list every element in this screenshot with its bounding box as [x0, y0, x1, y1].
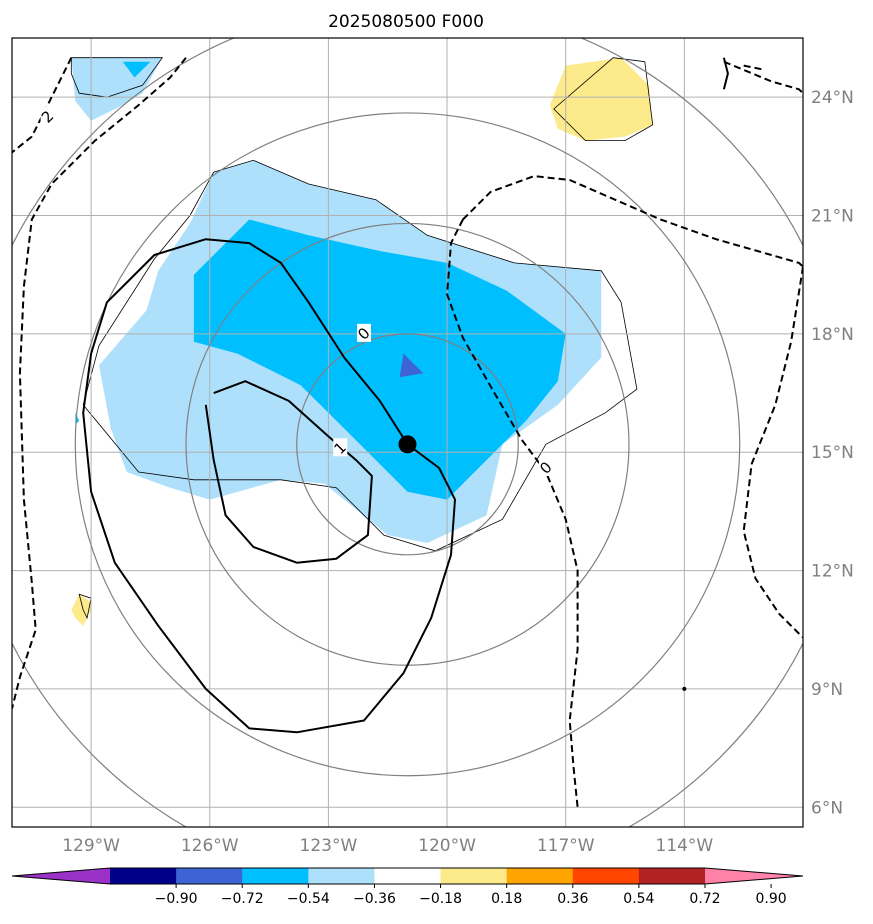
range-ring-2: [74, 112, 741, 777]
colorbar-segment-0: [110, 868, 177, 884]
colorbar-label-8: 0.72: [689, 891, 720, 907]
storm-center-marker: [398, 435, 417, 454]
y-tick-label-4: 18°N: [811, 325, 854, 345]
colorbar-extend-high: [705, 868, 803, 884]
outline-3: [78, 593, 92, 620]
dashed-contour-1: [462, 175, 803, 268]
y-tick-label-1: 9°N: [811, 680, 843, 700]
fill-region-7: [71, 594, 92, 626]
dashed-contour-label-bg-3: [40, 106, 55, 125]
x-tick-labels: 129°W 126°W 123°W 120°W 117°W 114°W: [62, 836, 713, 856]
y-tick-label-5: 21°N: [811, 207, 854, 227]
y-tick-label-2: 12°N: [811, 562, 854, 582]
solid-contour-0: [82, 238, 456, 734]
colorbar-label-9: 0.90: [756, 891, 787, 907]
x-tick-label-2: 123°W: [300, 836, 358, 856]
dashed-contour-4: [12, 57, 187, 709]
colorbar-frame: [11, 867, 804, 885]
dashed-contour-0: [446, 219, 579, 808]
colorbar-label-5: 0.18: [491, 891, 522, 907]
solid-contour-label-bg-0: [356, 323, 371, 342]
y-tick-label-3: 15°N: [811, 443, 854, 463]
y-tick-label-0: 6°N: [811, 798, 843, 818]
colorbar-label-3: −0.36: [353, 891, 396, 907]
map-frame: [11, 37, 804, 828]
colorbar-label-6: 0.36: [557, 891, 588, 907]
dashed-contour-2: [742, 266, 803, 639]
filled-contours: [71, 57, 653, 626]
colorbar-segment-6: [506, 868, 574, 884]
x-tick-label-3: 120°W: [418, 836, 476, 856]
y-tick-labels: 6°N 9°N 12°N 15°N 18°N 21°N 24°N: [811, 88, 854, 818]
colorbar-label-7: 0.54: [623, 891, 654, 907]
dashed-contour-5: [723, 60, 803, 94]
small-point-marker: [682, 686, 687, 691]
colorbar-segment-5: [440, 868, 508, 884]
colorbar-segment-1: [176, 868, 243, 884]
solid-contour-label-bg-1: [333, 438, 348, 457]
colorbar-segment-8: [638, 868, 706, 884]
y-tick-label-6: 24°N: [811, 88, 854, 108]
colorbar-extend-low: [12, 868, 110, 884]
colorbar-label-2: −0.54: [287, 891, 330, 907]
colorbar-label-1: −0.72: [221, 891, 264, 907]
chart-title: 2025080500 F000: [328, 12, 484, 32]
x-tick-label-4: 117°W: [537, 836, 595, 856]
fill-region-3: [122, 61, 151, 78]
colorbar-segment-2: [242, 868, 309, 884]
fill-region-6: [549, 57, 653, 141]
x-tick-label-0: 129°W: [62, 836, 120, 856]
fill-region-4: [399, 353, 424, 378]
colorbar-label-4: −0.18: [419, 891, 462, 907]
colorbar-segment-7: [572, 868, 640, 884]
range-ring-0: [296, 333, 519, 556]
solid-contour-1: [204, 380, 373, 564]
colorbar: −0.90 −0.72 −0.54 −0.36 −0.18 0.18 0.36 0.54 0.7…: [11, 867, 804, 907]
fill-region-1: [71, 57, 163, 121]
markers: [398, 435, 687, 691]
dashed-contour-label-bg-0: [538, 458, 553, 477]
outline-2: [553, 57, 654, 142]
colorbar-segment-4: [374, 868, 442, 884]
colorbar-label-0: −0.90: [155, 891, 198, 907]
fill-region-2: [193, 219, 566, 500]
dashed-contour-6: [743, 64, 764, 71]
x-tick-label-1: 126°W: [181, 836, 239, 856]
x-tick-label-5: 114°W: [655, 836, 713, 856]
colorbar-segment-3: [308, 868, 375, 884]
